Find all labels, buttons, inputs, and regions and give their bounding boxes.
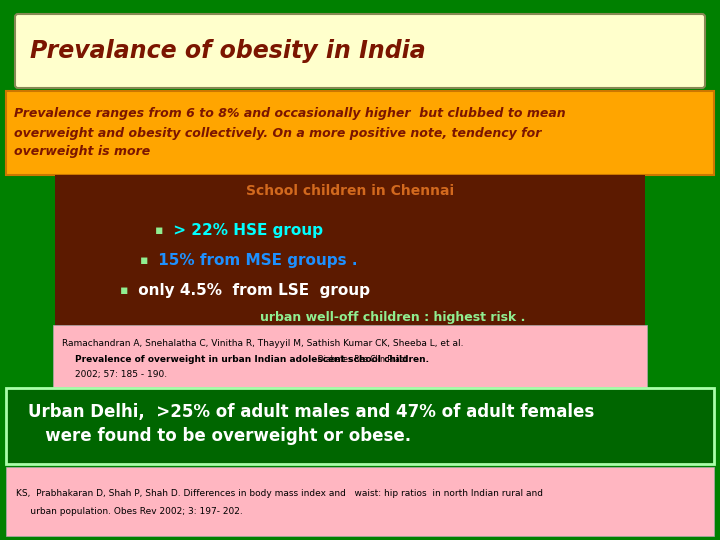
Text: Urban Delhi,  >25% of adult males and 47% of adult females: Urban Delhi, >25% of adult males and 47%… <box>28 403 594 421</box>
FancyBboxPatch shape <box>6 388 714 464</box>
FancyBboxPatch shape <box>53 325 647 387</box>
Text: Prevalence ranges from 6 to 8% and occasionally higher  but clubbed to mean
over: Prevalence ranges from 6 to 8% and occas… <box>14 107 566 159</box>
FancyBboxPatch shape <box>6 467 714 536</box>
Text: Prevalence of overweight in urban Indian adolescent school children.: Prevalence of overweight in urban Indian… <box>75 355 429 364</box>
Text: ▪: ▪ <box>120 284 128 296</box>
Text: ▪: ▪ <box>155 224 163 237</box>
Text: were found to be overweight or obese.: were found to be overweight or obese. <box>28 427 411 445</box>
Text: Diabetes Res Clin Pract: Diabetes Res Clin Pract <box>313 355 407 364</box>
Text: 15% from MSE groups .: 15% from MSE groups . <box>153 253 358 267</box>
Text: School children in Chennai: School children in Chennai <box>246 184 454 198</box>
Text: Prevalance of obesity in India: Prevalance of obesity in India <box>30 39 426 63</box>
Text: ▪: ▪ <box>140 253 148 267</box>
FancyBboxPatch shape <box>15 14 705 88</box>
Text: > 22% HSE group: > 22% HSE group <box>168 222 323 238</box>
Text: KS,  Prabhakaran D, Shah P, Shah D. Differences in body mass index and   waist: : KS, Prabhakaran D, Shah P, Shah D. Diffe… <box>16 489 543 498</box>
Text: Ramachandran A, Snehalatha C, Vinitha R, Thayyil M, Sathish Kumar CK, Sheeba L, : Ramachandran A, Snehalatha C, Vinitha R,… <box>62 340 464 348</box>
FancyBboxPatch shape <box>55 175 645 340</box>
Text: 2002; 57: 185 - 190.: 2002; 57: 185 - 190. <box>75 370 167 380</box>
Text: only 4.5%  from LSE  group: only 4.5% from LSE group <box>133 282 370 298</box>
Text: urban population. Obes Rev 2002; 3: 197- 202.: urban population. Obes Rev 2002; 3: 197-… <box>16 508 243 516</box>
FancyBboxPatch shape <box>6 91 714 175</box>
Text: urban well-off children : highest risk .: urban well-off children : highest risk . <box>260 312 526 325</box>
